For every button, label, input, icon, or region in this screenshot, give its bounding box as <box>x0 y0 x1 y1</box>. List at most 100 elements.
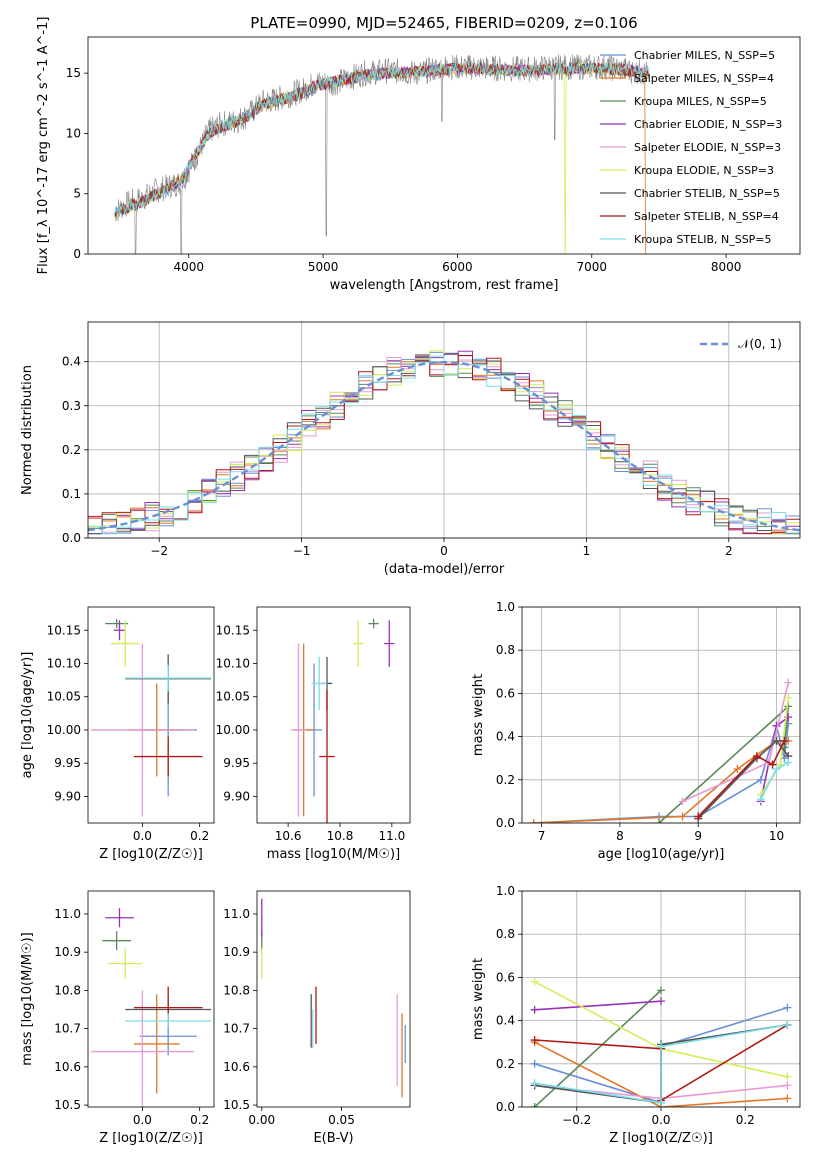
y-tick-label: 10.15 <box>216 623 250 637</box>
weight-marker <box>752 752 761 761</box>
y-tick-label: 5 <box>73 187 81 201</box>
y-tick-label: 15 <box>66 66 81 80</box>
legend-label: Kroupa ELODIE, N_SSP=3 <box>634 164 774 177</box>
weight-line-1 <box>533 740 789 823</box>
model-line-4 <box>114 61 650 218</box>
axes-mass-vs-EBV <box>253 890 411 1111</box>
legend-label: Chabrier STELIB, N_SSP=5 <box>634 187 780 200</box>
x-axis-label: wavelength [Angstrom, rest frame] <box>330 278 559 293</box>
y-tick-label: 0.0 <box>62 531 81 545</box>
legend-label: Chabrier MILES, N_SSP=5 <box>634 49 775 62</box>
y-tick-label: 9.95 <box>54 756 81 770</box>
x-tick-label: −0.2 <box>562 1113 591 1127</box>
y-tick-label: 10.9 <box>223 945 250 959</box>
weight-marker <box>655 819 664 823</box>
histogram-8 <box>88 355 800 535</box>
weight-marker <box>756 795 765 804</box>
x-tick-label: 0.00 <box>248 1113 275 1127</box>
y-tick-label: 10.5 <box>54 1098 81 1112</box>
x-tick-label: 10 <box>769 829 784 843</box>
weight-marker <box>783 1020 792 1029</box>
weight-marker <box>529 819 538 823</box>
weight-marker <box>657 986 665 995</box>
x-tick-label: 5000 <box>308 260 339 274</box>
model-line-5 <box>114 60 650 254</box>
axes-massweight-vs-Z <box>518 890 801 1111</box>
model-line-7 <box>114 62 650 217</box>
y-tick-label: 10.6 <box>223 1060 250 1074</box>
y-tick-label: 10.00 <box>47 723 81 737</box>
y-tick-label: 10.9 <box>54 945 81 959</box>
axes-age-vs-mass <box>253 606 411 827</box>
x-axis-label: E(B-V) <box>313 1131 353 1146</box>
weight-marker <box>530 977 539 986</box>
plot-area-mass-vs-Z <box>90 908 212 1107</box>
axes-frame <box>256 890 411 1108</box>
weight-marker <box>530 1005 539 1014</box>
x-tick-label: 4000 <box>173 260 204 274</box>
weight-line-8 <box>534 1024 788 1104</box>
y-tick-label: 11.0 <box>54 907 81 921</box>
y-tick-label: 10.10 <box>216 656 250 670</box>
x-axis-label: Z [log10(Z/Z☉)] <box>99 847 203 862</box>
x-tick-label: 0.0 <box>133 829 152 843</box>
y-tick-label: 0.4 <box>496 730 515 744</box>
weight-marker <box>772 736 781 745</box>
weight-marker <box>694 812 703 821</box>
y-tick-label: 10.00 <box>216 723 250 737</box>
y-tick-label: 10.05 <box>216 690 250 704</box>
x-tick-label: 11.0 <box>378 829 405 843</box>
y-tick-label: 9.95 <box>223 756 250 770</box>
legend-label: Kroupa MILES, N_SSP=5 <box>634 95 767 108</box>
x-tick-label: 0.2 <box>190 1113 209 1127</box>
axes-frame <box>87 890 215 1108</box>
model-line-3 <box>114 61 650 216</box>
legend-label: Salpeter MILES, N_SSP=4 <box>634 72 774 85</box>
plot-area-massweight-vs-Z <box>530 977 792 1107</box>
weight-marker <box>733 765 742 773</box>
y-tick-label: 10.10 <box>47 656 81 670</box>
y-tick-label: 10.05 <box>47 690 81 704</box>
axes-residuals <box>84 321 801 542</box>
x-tick-label: 0.0 <box>133 1113 152 1127</box>
x-tick-label: 1 <box>583 544 591 558</box>
legend-label: 𝒩(0, 1) <box>738 337 782 351</box>
y-axis-label: Flux [f_λ 10^-17 erg cm^-2 s^-1 A^-1] <box>36 17 51 275</box>
y-tick-label: 10.5 <box>223 1098 250 1112</box>
y-tick-label: 0.2 <box>496 773 515 787</box>
x-tick-label: 10.8 <box>327 829 354 843</box>
y-tick-label: 0.6 <box>496 970 515 984</box>
x-tick-label: 7 <box>538 829 546 843</box>
y-tick-label: 0.8 <box>496 927 515 941</box>
y-tick-label: 10 <box>66 126 81 140</box>
weight-line-0 <box>533 722 790 823</box>
y-axis-label: mass weight <box>471 674 486 756</box>
x-axis-label: age [log10(age/yr)] <box>598 847 725 862</box>
weight-marker <box>756 775 765 784</box>
x-tick-label: −1 <box>293 544 311 558</box>
plot-area-age-vs-Z <box>90 618 212 817</box>
x-tick-label: 2 <box>725 544 733 558</box>
weight-marker <box>678 797 687 806</box>
x-tick-label: 7000 <box>577 260 608 274</box>
y-tick-label: 10.7 <box>223 1022 250 1036</box>
weight-marker <box>783 1003 792 1012</box>
model-line-0 <box>114 61 650 218</box>
x-tick-label: 8 <box>616 829 624 843</box>
y-tick-label: 10.8 <box>54 983 81 997</box>
legend-label: Chabrier ELODIE, N_SSP=3 <box>634 118 782 131</box>
y-axis-label: Normed distribution <box>20 365 35 495</box>
plot-area-age-vs-mass <box>290 618 395 823</box>
plot-area-spectrum <box>114 53 650 254</box>
weight-marker <box>772 765 781 773</box>
weight-line-6 <box>697 739 789 820</box>
weight-line-3 <box>534 1000 662 1011</box>
weight-marker <box>530 1103 539 1107</box>
y-tick-label: 0.8 <box>496 643 515 657</box>
axes-frame <box>87 321 801 539</box>
y-axis-label: age [log10(age/yr)] <box>20 652 35 779</box>
weight-marker <box>657 1098 665 1107</box>
weight-line-1 <box>534 1041 788 1107</box>
y-tick-label: 0.4 <box>62 355 81 369</box>
